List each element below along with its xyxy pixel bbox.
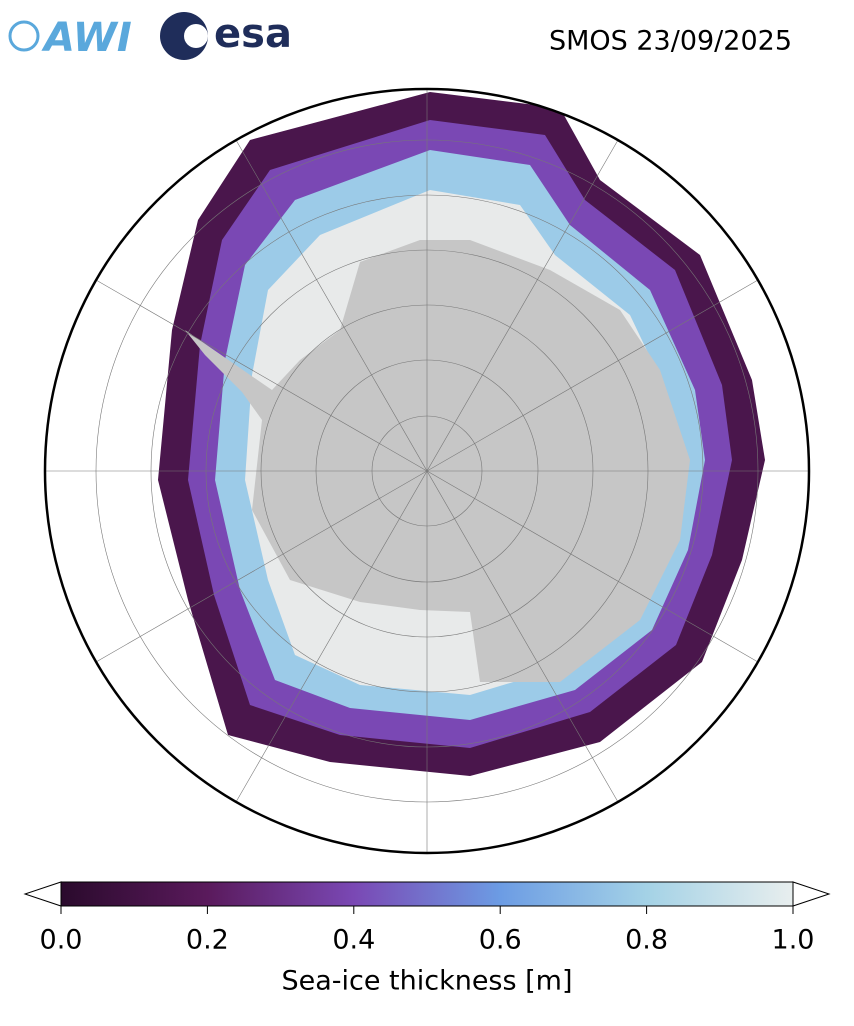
awi-logo-mark [8, 20, 40, 52]
colorbar-tick-label: 0.0 [40, 925, 83, 956]
awi-logo: AWI [41, 15, 132, 61]
colorbar-tick-label: 0.4 [332, 925, 375, 956]
colorbar-extend-high [792, 881, 831, 907]
antarctica [185, 240, 690, 682]
colorbar-tick-label: 0.6 [479, 925, 522, 956]
esa-logo: esa [214, 11, 292, 57]
colorbar-extend-low [23, 881, 62, 907]
colorbar-bar [60, 881, 794, 907]
colorbar: Sea-ice thickness [m] 0.0 0.2 0.4 0.6 0.8 1.0 [23, 881, 831, 997]
title: SMOS 23/09/2025 [549, 26, 792, 57]
graticule [45, 89, 809, 853]
esa-logo-mark [184, 24, 208, 48]
colorbar-tick-label: 1.0 [772, 925, 815, 956]
colorbar-tick-label: 0.8 [625, 925, 668, 956]
colorbar-tick-label: 0.2 [186, 925, 229, 956]
map-frame [43, 87, 811, 855]
map [45, 89, 809, 853]
header: AWI esa SMOS 23/09/2025 [8, 11, 792, 61]
colorbar-label: Sea-ice thickness [m] [281, 966, 572, 997]
